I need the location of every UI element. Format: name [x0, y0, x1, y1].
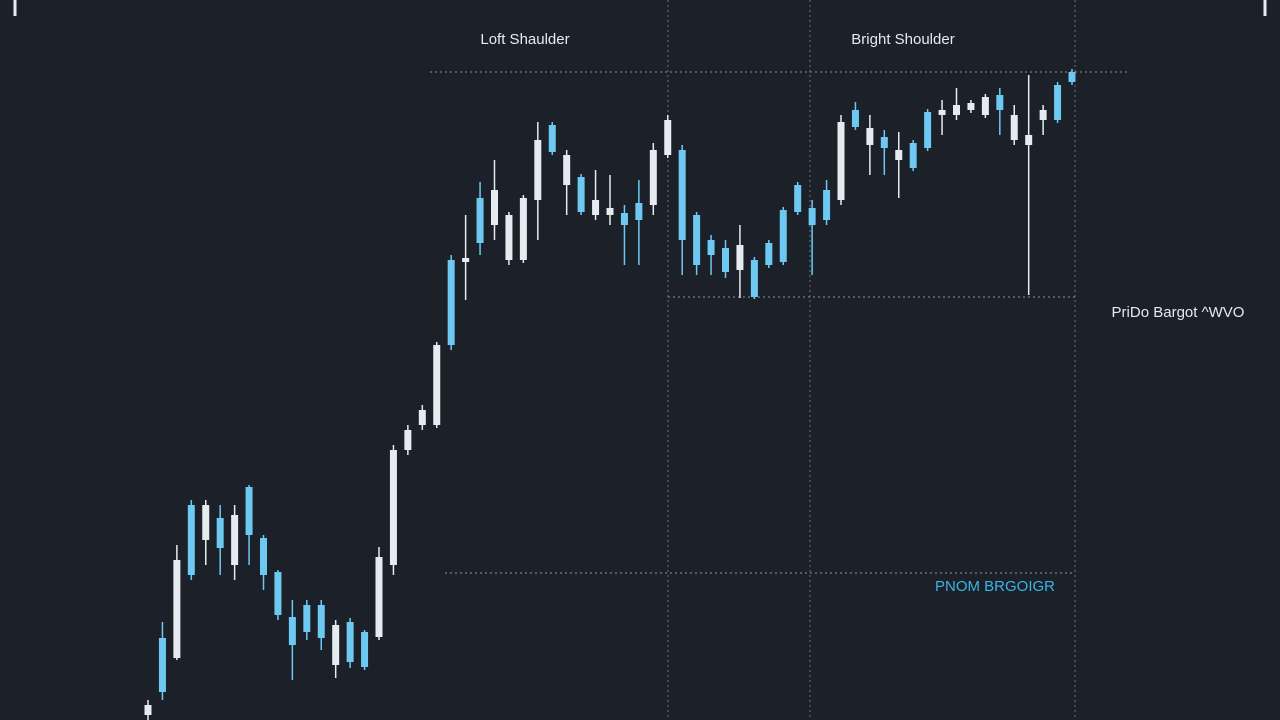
- candle-body: [837, 122, 845, 200]
- candle-body: [851, 110, 859, 127]
- candle-body: [519, 198, 527, 260]
- candle-body: [736, 245, 744, 270]
- candle-body: [274, 572, 282, 615]
- candle-body: [953, 105, 960, 115]
- candle-body: [924, 112, 932, 148]
- candle-body: [967, 103, 975, 110]
- candle-body: [346, 622, 354, 662]
- candle-body: [750, 260, 758, 297]
- candle-body: [895, 150, 903, 160]
- candle-body: [317, 605, 325, 638]
- candle-body: [144, 705, 152, 715]
- candle-body: [260, 538, 267, 575]
- candle-body: [707, 240, 715, 255]
- candle-body: [491, 190, 498, 225]
- candle-body: [909, 143, 917, 168]
- candle-body: [765, 243, 773, 265]
- annotation: Loft Shaulder: [480, 31, 569, 48]
- candle-body: [288, 617, 296, 645]
- candle-body: [866, 128, 874, 145]
- candle-body: [664, 120, 672, 155]
- candle-body: [693, 215, 701, 265]
- candle-body: [447, 260, 455, 345]
- candle-body: [361, 632, 369, 667]
- candle-body: [216, 518, 224, 548]
- candle-body: [563, 155, 571, 185]
- candle-body: [231, 515, 239, 565]
- candle-body: [635, 203, 643, 220]
- candle-body: [808, 208, 816, 225]
- candle-body: [389, 450, 397, 565]
- candle-body: [1054, 85, 1062, 120]
- candle-body: [1010, 115, 1018, 140]
- candle-body: [1025, 135, 1033, 145]
- candle-body: [245, 487, 253, 535]
- candle-body: [722, 248, 729, 272]
- annotation: PriDo Bargot ^WVO: [1112, 304, 1245, 321]
- candle-body: [649, 150, 657, 205]
- candle-body: [996, 95, 1004, 110]
- candle-body: [404, 430, 412, 450]
- candle-body: [823, 190, 831, 220]
- candle-body: [418, 410, 426, 425]
- candle-body: [505, 215, 513, 260]
- candle-body: [794, 185, 802, 212]
- candle-body: [620, 213, 628, 225]
- candle-body: [375, 557, 383, 637]
- candle-body: [678, 150, 686, 240]
- candle-body: [303, 605, 311, 632]
- candle-body: [1068, 72, 1076, 82]
- candle-body: [779, 210, 787, 262]
- candle-body: [173, 560, 181, 658]
- annotation: PNOM BRGOIGR: [935, 578, 1055, 595]
- annotation: Bright Shoulder: [851, 31, 954, 48]
- candle-body: [158, 638, 166, 692]
- candle-body: [981, 97, 989, 115]
- candle-body: [202, 505, 210, 540]
- candle-body: [880, 137, 888, 148]
- candle-body: [592, 200, 600, 215]
- candle-body: [938, 110, 946, 115]
- candle-body: [332, 625, 340, 665]
- candle-body: [462, 258, 470, 262]
- candle-body: [577, 177, 585, 212]
- candle-body: [476, 198, 484, 243]
- candle-body: [433, 345, 441, 425]
- candle-body: [187, 505, 195, 575]
- candle-body: [1039, 110, 1047, 120]
- candle-body: [534, 140, 542, 200]
- candle-body: [548, 125, 556, 152]
- candle-body: [606, 208, 614, 215]
